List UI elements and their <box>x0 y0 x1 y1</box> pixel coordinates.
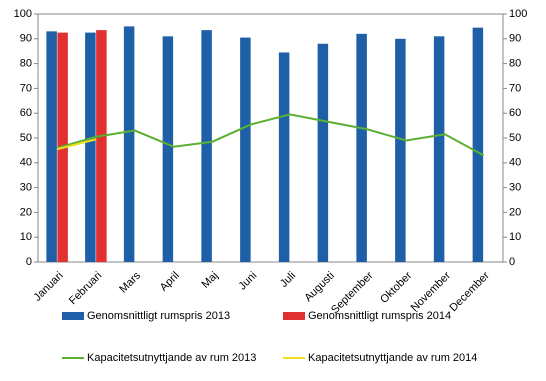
legend-label: Genomsnittligt rumspris 2014 <box>308 310 451 322</box>
y-tick-label: 40 <box>20 157 32 169</box>
bar <box>472 27 484 262</box>
legend-swatch <box>62 312 84 320</box>
legend-label: Kapacitetsutnyttjande av rum 2014 <box>308 352 477 364</box>
bar <box>278 52 290 262</box>
x-tick-label: Februari <box>67 270 104 307</box>
y2-tick-label: 50 <box>509 132 521 144</box>
x-tick-label: Oktober <box>378 269 414 305</box>
y-tick-label: 70 <box>20 82 32 94</box>
bar <box>96 30 107 263</box>
bar <box>162 36 174 262</box>
y2-tick-label: 90 <box>509 33 521 45</box>
y-tick-label: 0 <box>26 256 32 268</box>
y-tick-label: 90 <box>20 33 32 45</box>
legend-label: Genomsnittligt rumspris 2013 <box>87 310 230 322</box>
y-tick-label: 20 <box>20 206 32 218</box>
legend-swatch <box>283 312 305 320</box>
bar <box>201 30 212 263</box>
plot-frame <box>37 13 504 263</box>
y2-tick-label: 70 <box>509 82 521 94</box>
y-tick-label: 100 <box>14 8 32 20</box>
y-tick-label: 50 <box>20 132 32 144</box>
x-tick-label: Augusti <box>302 270 336 304</box>
x-tick-label: Mars <box>117 269 143 295</box>
x-tick-label: April <box>158 270 182 294</box>
y2-tick-label: 40 <box>509 157 521 169</box>
y2-tick-label: 30 <box>509 182 521 194</box>
bar <box>317 43 329 263</box>
y-tick-label: 30 <box>20 182 32 194</box>
x-tick-label: Juni <box>237 270 260 293</box>
bar <box>46 31 57 262</box>
y2-tick-label: 20 <box>509 206 521 218</box>
bar <box>433 36 445 262</box>
line-series <box>57 113 485 157</box>
y2-tick-label: 80 <box>509 58 521 70</box>
y2-tick-label: 0 <box>509 256 515 268</box>
x-tick-label: Juli <box>278 270 298 290</box>
x-tick-label: December <box>447 269 492 314</box>
legend-label: Kapacitetsutnyttjande av rum 2013 <box>87 352 256 364</box>
y2-tick-label: 10 <box>509 231 521 243</box>
y-tick-label: 10 <box>20 231 32 243</box>
bar <box>395 38 406 262</box>
x-tick-label: Maj <box>200 270 221 291</box>
y2-tick-label: 100 <box>509 8 527 20</box>
bar <box>240 37 251 263</box>
bar <box>85 32 96 262</box>
x-tick-label: November <box>409 269 454 314</box>
bar <box>356 33 367 263</box>
y-tick-label: 60 <box>20 107 32 119</box>
x-tick-label: Januari <box>32 270 66 304</box>
y2-tick-label: 60 <box>509 107 521 119</box>
bar <box>123 26 135 263</box>
line-series <box>57 138 97 151</box>
y-tick-label: 80 <box>20 58 32 70</box>
